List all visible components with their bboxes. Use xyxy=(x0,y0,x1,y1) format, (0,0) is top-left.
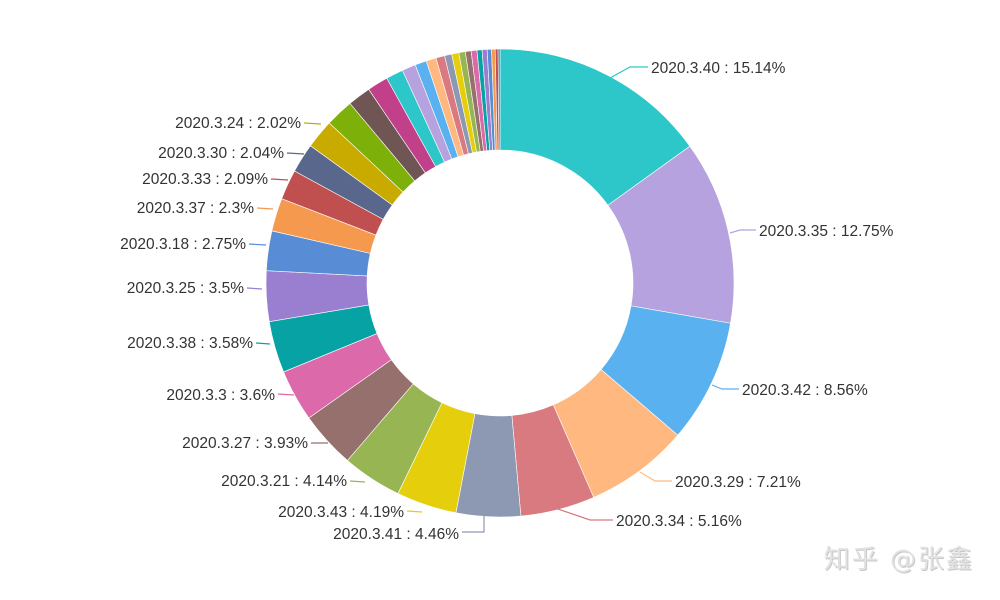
leader-line xyxy=(554,507,613,521)
slice-label: 2020.3.30 : 2.04% xyxy=(158,145,284,162)
slice-label: 2020.3.40 : 15.14% xyxy=(651,60,786,77)
slice-label: 2020.3.25 : 3.5% xyxy=(127,280,244,297)
slice-label: 2020.3.35 : 12.75% xyxy=(759,223,894,240)
slice-label: 2020.3.3 : 3.6% xyxy=(166,387,275,404)
slice-label: 2020.3.27 : 3.93% xyxy=(182,435,308,452)
slice-labels: 2020.3.40 : 15.14% 2020.3.35 : 12.75% 2020… xyxy=(120,60,893,543)
slice-label: 2020.3.24 : 2.02% xyxy=(175,115,301,132)
leader-line xyxy=(248,243,267,246)
leader-line xyxy=(609,66,648,79)
slice-label: 2020.3.41 : 4.46% xyxy=(333,526,459,543)
leader-line xyxy=(303,122,322,125)
leader-line xyxy=(256,207,274,210)
leader-line xyxy=(462,516,485,533)
leader-line xyxy=(711,384,739,390)
slice-label: 2020.3.42 : 8.56% xyxy=(742,382,868,399)
slice-label: 2020.3.33 : 2.09% xyxy=(142,171,268,188)
leader-line xyxy=(246,287,263,290)
slice-label: 2020.3.37 : 2.3% xyxy=(137,200,254,217)
slice-label: 2020.3.18 : 2.75% xyxy=(120,236,246,253)
leader-line xyxy=(349,480,366,483)
leader-line xyxy=(729,229,756,234)
donut-slice[interactable] xyxy=(497,48,501,151)
leader-line xyxy=(270,178,289,181)
leader-line xyxy=(286,152,305,155)
slice-label: 2020.3.38 : 3.58% xyxy=(127,335,253,352)
leader-line xyxy=(277,393,295,396)
slice-label: 2020.3.21 : 4.14% xyxy=(221,473,347,490)
label-leader-lines xyxy=(246,66,756,533)
slice-label: 2020.3.29 : 7.21% xyxy=(675,474,801,491)
leader-line xyxy=(255,342,271,345)
leader-line xyxy=(406,510,423,513)
donut-slices xyxy=(265,48,735,518)
leader-line xyxy=(639,471,672,482)
watermark: 知乎 @张鑫 xyxy=(823,545,974,575)
slice-label: 2020.3.43 : 4.19% xyxy=(278,504,404,521)
slice-label: 2020.3.34 : 5.16% xyxy=(616,513,742,530)
